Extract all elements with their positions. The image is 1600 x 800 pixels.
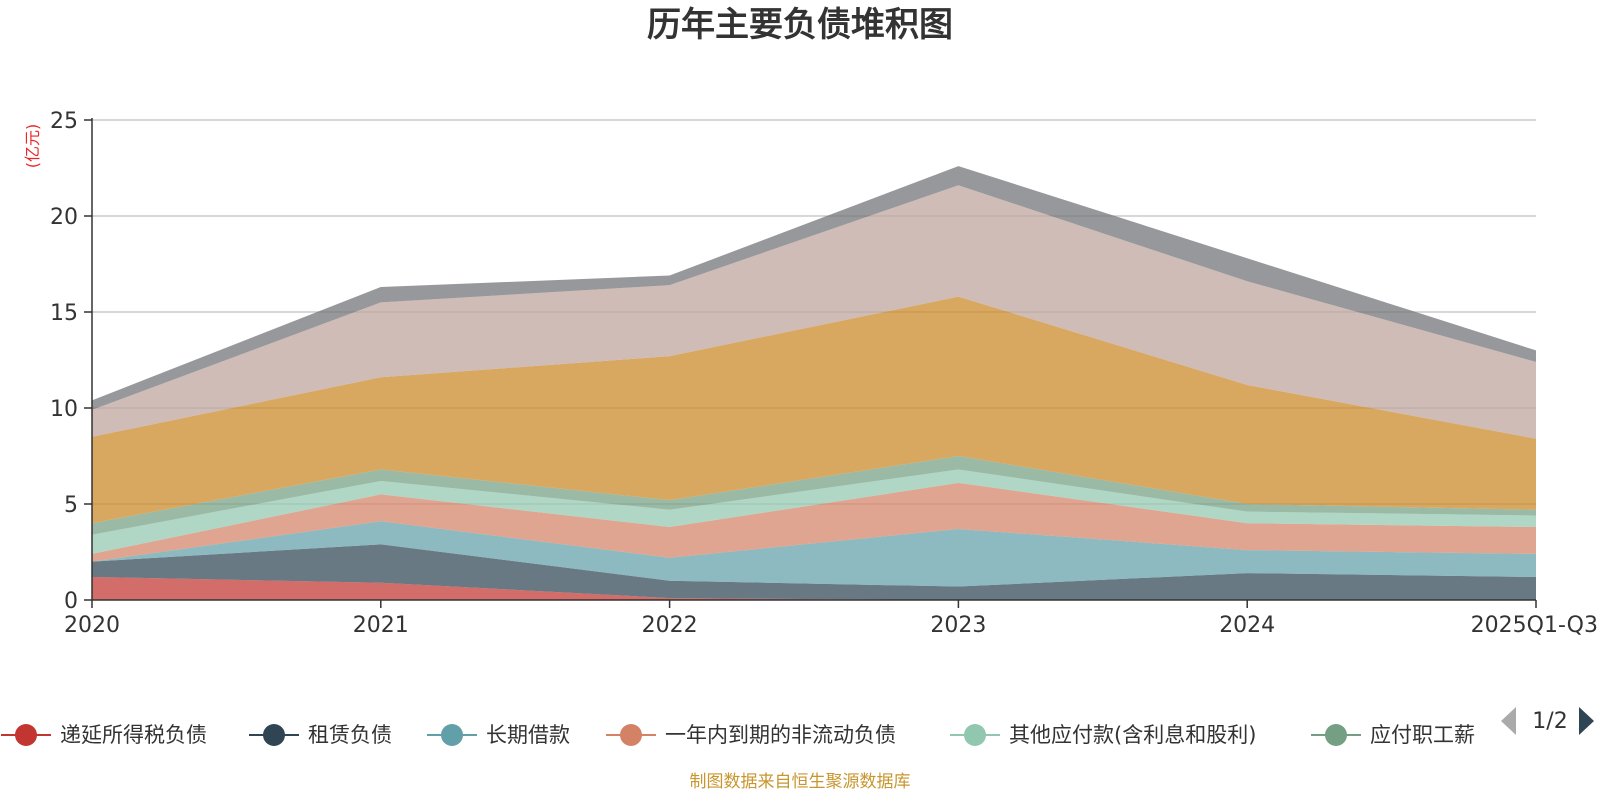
legend-circle-icon xyxy=(1325,724,1347,746)
y-axis-unit: (亿元) xyxy=(23,124,42,169)
y-tick-label: 25 xyxy=(50,109,78,134)
area-series-6[interactable] xyxy=(92,296,1536,524)
area-series-1[interactable] xyxy=(92,544,1536,600)
legend-circle-icon xyxy=(620,724,642,746)
legend-circle-icon xyxy=(263,724,285,746)
triangle-left-icon[interactable] xyxy=(1501,707,1516,735)
y-tick-label: 15 xyxy=(50,301,78,326)
area-series-8[interactable] xyxy=(92,166,1536,410)
legend-label: 长期借款 xyxy=(486,723,570,747)
area-series-3[interactable] xyxy=(92,482,1536,562)
y-tick-label: 20 xyxy=(50,205,78,230)
area-series-0[interactable] xyxy=(92,576,1536,600)
legend-page-indicator: 1/2 xyxy=(1532,709,1567,734)
x-tick-label: 2021 xyxy=(353,613,409,638)
legend-circle-icon xyxy=(441,724,463,746)
legend-pager: 1/2 xyxy=(1501,707,1594,735)
legend-label: 一年内到期的非流动负债 xyxy=(665,723,896,747)
x-tick-label: 2022 xyxy=(642,613,698,638)
legend-label: 应付职工薪 xyxy=(1370,723,1475,747)
legend-label: 递延所得税负债 xyxy=(60,723,207,747)
area-series-7[interactable] xyxy=(92,185,1536,439)
data-source-note: 制图数据来自恒生聚源数据库 xyxy=(690,772,911,792)
chart-title: 历年主要负债堆积图 xyxy=(647,5,953,45)
axes: 0 5 10 15 20 25 2020 2021 2022 2023 2024 2025Q1-Q3 xyxy=(50,109,1598,638)
y-tick-label: 10 xyxy=(50,397,78,422)
x-tick-label: 2020 xyxy=(64,613,120,638)
legend-circle-icon xyxy=(15,724,37,746)
y-tick-label: 5 xyxy=(64,493,78,518)
legend-label: 其他应付款(含利息和股利) xyxy=(1009,723,1256,747)
area-series-4[interactable] xyxy=(92,469,1536,554)
legend-circle-icon xyxy=(964,724,986,746)
legend: 递延所得税负债 租赁负债 长期借款 一年内到期的非流动负债 其他应付款(含利息和股利) 应… xyxy=(1,723,1475,747)
x-tick-label: 2023 xyxy=(930,613,986,638)
legend-label: 租赁负债 xyxy=(308,723,392,747)
triangle-right-icon[interactable] xyxy=(1579,707,1594,735)
x-tick-label: 2025Q1-Q3 xyxy=(1471,613,1598,638)
x-tick-label: 2024 xyxy=(1219,613,1275,638)
legend-item[interactable]: 其他应付款(含利息和股利) xyxy=(950,723,1256,747)
y-tick-label: 0 xyxy=(64,589,78,614)
stacked-areas xyxy=(92,166,1536,600)
legend-item[interactable]: 一年内到期的非流动负债 xyxy=(606,723,896,747)
legend-item[interactable]: 递延所得税负债 xyxy=(1,723,207,747)
legend-item[interactable]: 长期借款 xyxy=(427,723,570,747)
area-series-2[interactable] xyxy=(92,521,1536,587)
legend-item[interactable]: 应付职工薪 xyxy=(1311,723,1475,747)
legend-item[interactable]: 租赁负债 xyxy=(249,723,392,747)
